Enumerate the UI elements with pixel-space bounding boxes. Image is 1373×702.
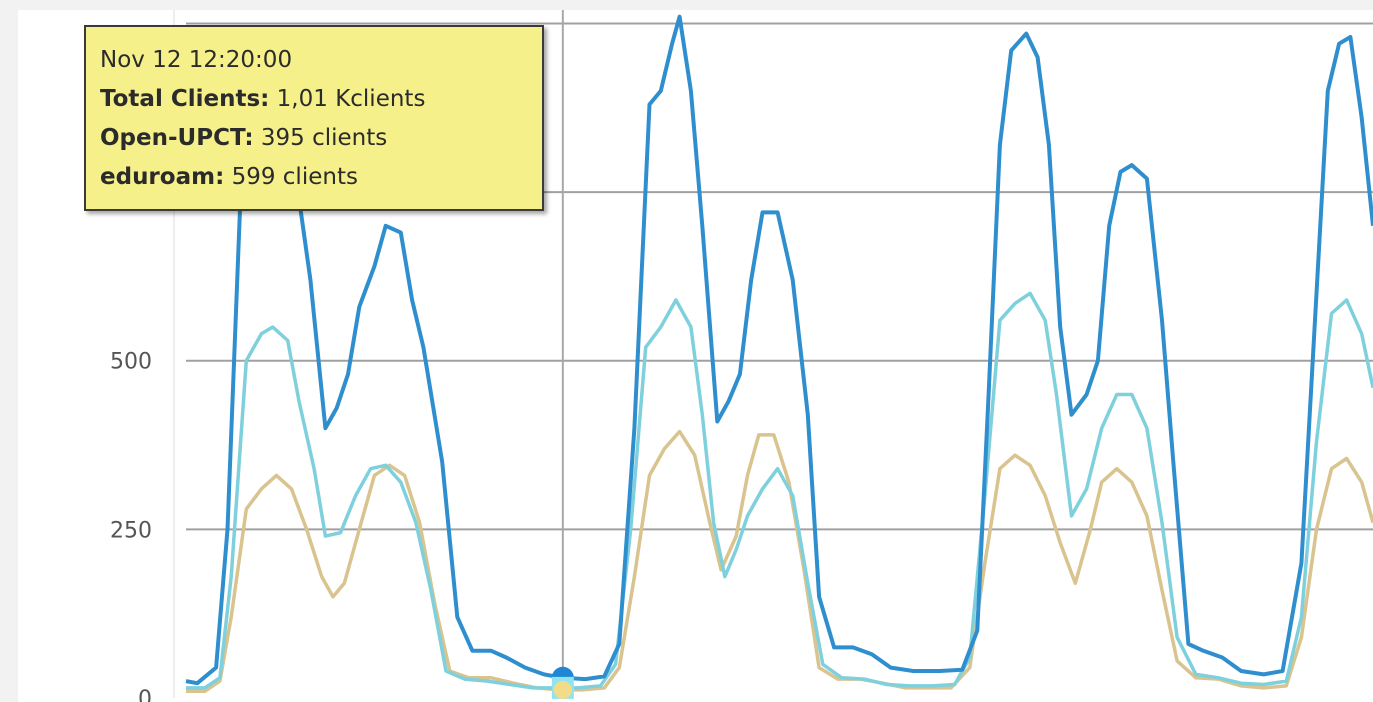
tooltip-row-total: Total Clients: 1,01 Kclients	[100, 80, 530, 119]
y-tick-label: 0	[138, 687, 152, 702]
series-line-open-upct	[186, 429, 1373, 694]
hover-marker-open-upct	[553, 680, 572, 699]
y-axis: 0250500750	[110, 181, 152, 702]
y-tick-label: 250	[110, 518, 152, 543]
tooltip-timestamp: Nov 12 12:20:00	[100, 47, 293, 73]
tooltip-value: 1,01 Kclients	[276, 86, 426, 112]
hover-tooltip: Nov 12 12:20:00 Total Clients: 1,01 Kcli…	[84, 25, 544, 211]
tooltip-row-eduroam: eduroam: 599 clients	[100, 158, 530, 197]
tooltip-label: eduroam:	[100, 164, 225, 190]
tooltip-row-open-upct: Open-UPCT: 395 clients	[100, 119, 530, 158]
tooltip-value: 395 clients	[260, 125, 388, 151]
series-line-eduroam	[186, 291, 1373, 690]
tooltip-label: Open-UPCT:	[100, 125, 254, 151]
tooltip-value: 599 clients	[231, 164, 358, 190]
series-line-total-clients	[185, 14, 1373, 686]
chart-panel: 0250500750 Nov 12 12:20:00 Total Clients…	[18, 10, 1373, 702]
y-tick-label: 500	[110, 350, 152, 375]
hover-markers	[551, 666, 574, 699]
series-lines	[185, 14, 1373, 694]
tooltip-label: Total Clients:	[100, 86, 270, 112]
